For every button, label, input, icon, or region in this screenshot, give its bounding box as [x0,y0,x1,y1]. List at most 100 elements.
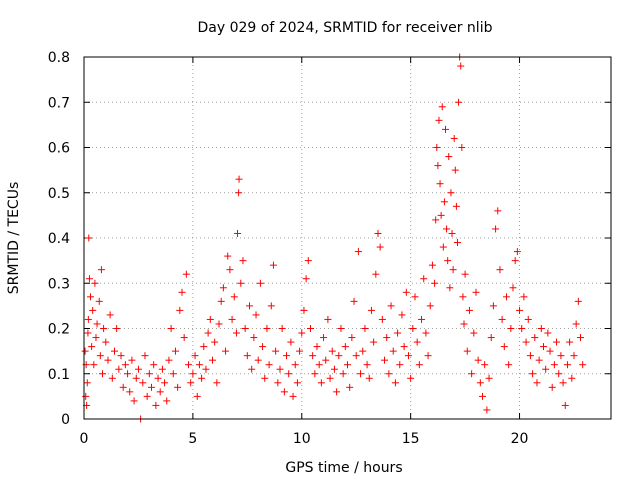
data-point [100,325,108,332]
data-point [256,279,264,287]
data-point [193,392,201,400]
data-point [354,248,362,256]
data-point [383,334,391,342]
data-point [97,266,105,274]
data-point [333,388,341,396]
data-point [337,325,345,332]
data-point [158,365,166,373]
data-point [285,370,293,378]
data-point [237,279,245,287]
data-point [339,370,347,378]
data-point [213,379,221,387]
data-point [463,347,471,355]
data-point [126,388,134,396]
data-point [568,374,576,382]
x-tick-label: 5 [188,431,197,447]
x-tick-label: 15 [402,431,420,447]
data-point [396,361,404,369]
y-tick-label: 0.2 [48,322,70,338]
data-point [548,383,556,391]
grid-lines [84,57,611,419]
data-point [189,370,197,378]
data-point [326,374,334,382]
data-point [431,279,439,287]
data-point [161,379,169,387]
data-point [185,361,193,369]
data-point [83,379,91,387]
data-point [306,325,314,332]
data-point [304,257,312,265]
data-point [322,356,330,364]
data-point [174,383,182,391]
data-point [156,388,164,396]
data-point [516,306,524,314]
data-point [574,297,582,305]
y-tick-label: 0.6 [48,141,70,157]
data-point [357,370,365,378]
data-point [108,374,116,382]
data-point [370,338,378,346]
data-point [302,275,310,283]
data-point [92,334,100,342]
x-tick-label: 0 [80,431,89,447]
data-point [90,361,98,369]
data-point [378,315,386,323]
data-point [239,257,247,265]
data-point [280,388,288,396]
data-point [84,329,92,337]
data-point [139,379,147,387]
data-point [150,361,158,369]
data-point [450,134,458,142]
data-point [461,270,469,278]
chart-title: Day 029 of 2024, SRMTID for receiver nli… [198,20,493,36]
data-point [87,293,95,301]
data-point [191,352,199,360]
data-point [234,229,242,237]
data-point [507,325,515,332]
data-point [544,329,552,337]
data-point [389,347,397,355]
data-point [246,302,254,310]
data-point [428,261,436,269]
data-point [409,325,417,332]
data-point [145,370,153,378]
data-point [124,370,132,378]
data-points [81,53,587,423]
data-point [128,356,136,364]
data-point [167,325,175,332]
data-point [443,225,451,233]
data-point [407,374,415,382]
data-point [367,306,375,314]
data-point [341,343,349,351]
data-point [415,361,423,369]
data-point [278,325,286,332]
data-point [198,374,206,382]
data-point [293,379,301,387]
data-point [457,62,465,70]
data-point [376,243,384,251]
data-point [267,302,275,310]
data-point [171,347,179,355]
data-point [84,315,92,323]
data-point [444,257,452,265]
data-point [446,284,454,292]
data-point [411,293,419,301]
data-point [577,334,585,342]
data-point [400,343,408,351]
data-point [96,352,104,360]
data-point [561,401,569,409]
data-point [432,216,440,224]
data-point [476,379,484,387]
data-point [398,311,406,319]
data-point [472,288,480,296]
data-point [441,125,449,133]
data-point [134,365,142,373]
data-point [165,356,173,364]
data-point [524,315,532,323]
data-point [309,352,317,360]
x-tick-label: 20 [511,431,529,447]
data-point [359,347,367,355]
data-point [513,248,521,256]
data-point [553,338,561,346]
